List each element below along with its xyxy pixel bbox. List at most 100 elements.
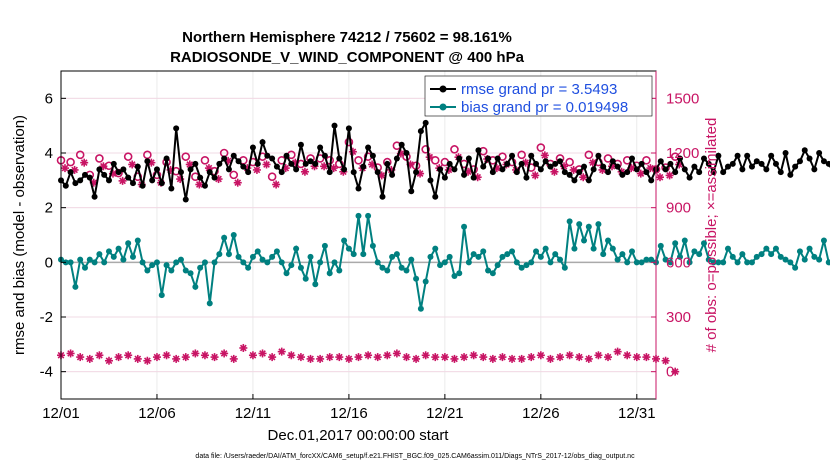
obs-assimilated-stroke [128, 161, 136, 168]
bias-point [772, 245, 779, 252]
bias-point [753, 253, 760, 260]
obs-assimilated-stroke [493, 164, 501, 172]
obs-assimilated-stroke [172, 355, 180, 363]
bias-point [77, 256, 84, 263]
bias-point [384, 267, 391, 274]
obs-low-point [114, 353, 123, 362]
bias-point [264, 259, 271, 266]
obs-low-point [229, 354, 238, 363]
obs-assimilated-stroke [195, 181, 203, 188]
rmse-point [307, 158, 314, 165]
rmse-point [533, 160, 540, 167]
bias-point [758, 251, 765, 258]
bias-point [245, 264, 252, 271]
obs-low-point [143, 356, 152, 365]
rmse-point [110, 160, 117, 167]
bias-point [341, 237, 348, 244]
y-tick-label-right: 600 [666, 254, 691, 271]
rmse-point [403, 150, 410, 156]
rmse-point [413, 169, 420, 176]
bias-point [566, 218, 573, 225]
obs-assimilated-stroke [326, 353, 334, 361]
bias-point [494, 262, 501, 269]
obs-low-point [517, 354, 526, 363]
rmse-point [537, 166, 544, 173]
rmse-point [705, 160, 712, 167]
obs-assimilated-stroke [518, 355, 526, 363]
obs-assimilated-stroke [647, 164, 654, 172]
y-axis-right: 0 300 600 900 1200 1500 [651, 71, 699, 399]
rmse-point [753, 158, 760, 165]
rmse-point [513, 169, 520, 176]
obs-possible-point [267, 172, 277, 181]
bias-point [537, 253, 544, 260]
bias-point [667, 259, 674, 266]
obs-assimilated-point [579, 173, 588, 182]
y-tick-label-right: 900 [666, 200, 691, 217]
obs-assimilated-stroke [259, 350, 266, 357]
obs-low-point [316, 354, 325, 363]
obs-low-point [172, 354, 181, 363]
rmse-point [504, 160, 511, 167]
bias-point [192, 283, 199, 290]
obs-assimilated-stroke [355, 353, 362, 361]
obs-low-point [613, 347, 622, 356]
obs-low-point [85, 354, 94, 363]
bias-point [288, 262, 295, 269]
footer-data-file: data file: /Users/raeder/DAI/ATM_forcXX/… [195, 453, 635, 460]
rmse-point [211, 174, 218, 181]
bias-point [273, 248, 280, 255]
rmse-point [144, 158, 151, 165]
bias-point [417, 305, 424, 312]
rmse-point [686, 174, 693, 181]
rmse-point [432, 193, 439, 200]
bias-point [201, 259, 208, 266]
obs-assimilated-stroke [541, 151, 549, 159]
obs-assimilated-stroke [320, 162, 328, 170]
obs-assimilated-stroke [297, 353, 305, 361]
obs-assimilated-stroke [144, 357, 151, 365]
rmse-point [225, 166, 232, 173]
rmse-point [523, 174, 530, 181]
x-tick-label: 12/06 [138, 405, 176, 422]
obs-low-point [287, 351, 296, 360]
obs-assimilated-stroke [637, 170, 645, 177]
bias-point [240, 259, 247, 266]
rmse-point [273, 163, 280, 170]
obs-assimilated-stroke [278, 348, 286, 355]
obs-low-point [258, 349, 267, 358]
obs-assimilated-point [252, 165, 261, 174]
bias-point [360, 251, 367, 258]
bias-point [624, 259, 631, 266]
rmse-point [763, 166, 770, 173]
rmse-point [696, 169, 703, 176]
legend: rmse grand pr = 3.5493 bias grand pr = 0… [424, 75, 653, 117]
rmse-point [720, 169, 727, 176]
obs-assimilated-point [569, 165, 578, 174]
rmse-point [206, 169, 213, 176]
bias-point [629, 248, 636, 255]
obs-low-point [239, 343, 248, 352]
obs-low-point [220, 349, 229, 358]
bias-point [643, 256, 650, 263]
obs-low-point [632, 353, 641, 362]
bias-point [187, 270, 194, 277]
y-tick-label-left: -4 [40, 364, 53, 381]
obs-assimilated-point [262, 160, 271, 169]
obs-assimilated-stroke [460, 353, 468, 361]
obs-possible-point [536, 143, 546, 152]
obs-assimilated-stroke [316, 355, 324, 363]
obs-assimilated-stroke [86, 355, 94, 363]
rmse-point [806, 155, 813, 162]
obs-assimilated-point [80, 158, 89, 167]
obs-possible-point [565, 157, 574, 167]
bias-point [283, 270, 290, 277]
obs-assimilated-stroke [627, 164, 635, 172]
obs-assimilated-stroke [633, 353, 641, 361]
obs-assimilated-point [550, 167, 559, 176]
rmse-point [528, 152, 535, 159]
rmse-point [461, 171, 468, 178]
rmse-point [422, 119, 429, 126]
rmse-point [643, 169, 650, 176]
rmse-point [379, 193, 386, 200]
